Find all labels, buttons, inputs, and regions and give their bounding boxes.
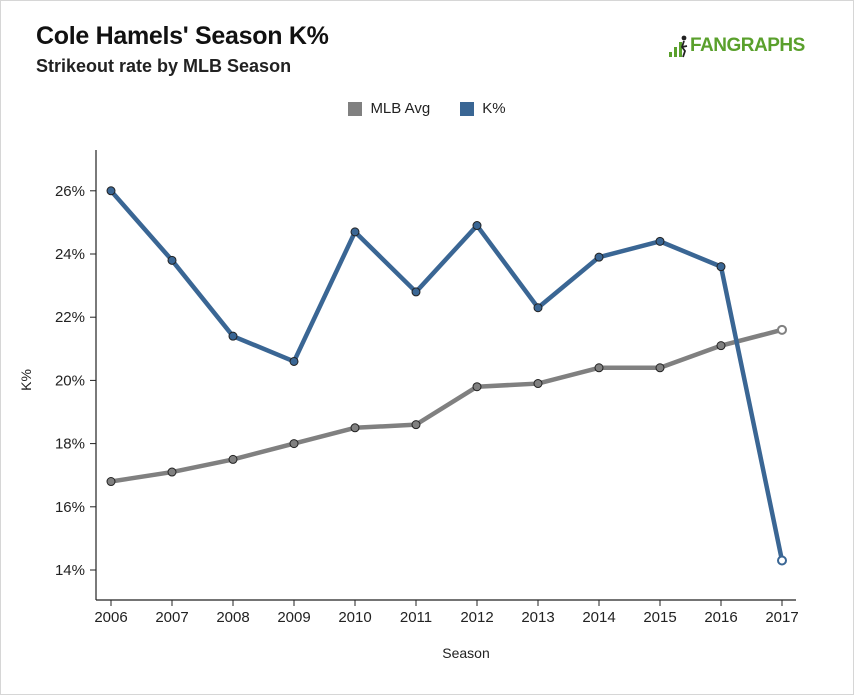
x-tick-label: 2014 (582, 609, 615, 626)
chart-legend: MLB Avg K% (0, 100, 854, 117)
x-tick-label: 2016 (704, 609, 737, 626)
data-point-k[interactable] (411, 287, 421, 297)
data-point-mlb-avg[interactable] (167, 467, 177, 477)
x-tick-label: 2015 (643, 609, 676, 626)
x-tick-label: 2012 (460, 609, 493, 626)
data-point-mlb-avg[interactable] (533, 379, 543, 389)
data-point-k[interactable] (350, 227, 360, 237)
fangraphs-logo-text: FANGRAPHS (690, 35, 805, 56)
data-point-k[interactable] (716, 262, 726, 272)
y-tick-label: 22% (55, 309, 85, 326)
chart-subtitle: Strikeout rate by MLB Season (36, 56, 292, 76)
data-point-k[interactable] (777, 555, 787, 566)
data-point-k[interactable] (594, 252, 604, 262)
data-point-k[interactable] (289, 356, 299, 366)
legend-item-k-pct[interactable]: K% (460, 100, 506, 117)
legend-label-mlb-avg: MLB Avg (370, 100, 431, 117)
y-tick-label: 20% (55, 372, 85, 389)
data-point-k[interactable] (472, 221, 482, 231)
x-tick-label: 2017 (765, 609, 798, 626)
legend-label-k-pct: K% (482, 100, 506, 117)
chart-title: Cole Hamels' Season K% (36, 22, 329, 50)
chart-axes: 14% 16% 18% 20% 22% 24% 26% 2006 2007 2008 2009 201… (55, 150, 799, 626)
y-tick-label: 14% (55, 562, 85, 579)
y-tick-label: 24% (55, 246, 85, 263)
data-point-mlb-avg[interactable] (106, 477, 116, 487)
legend-swatch-k-pct (460, 101, 475, 116)
data-point-mlb-avg[interactable] (289, 439, 299, 449)
x-tick-label: 2013 (521, 609, 554, 626)
data-point-mlb-avg[interactable] (655, 363, 665, 373)
x-tick-label: 2008 (216, 609, 249, 626)
series-line-mlb-avg (108, 327, 785, 484)
x-tick-label: 2006 (94, 609, 127, 626)
legend-item-mlb-avg[interactable]: MLB Avg (348, 100, 430, 117)
legend-swatch-mlb-avg (348, 101, 363, 116)
y-axis-title: K% (18, 369, 34, 391)
data-point-k[interactable] (655, 236, 665, 246)
data-point-mlb-avg[interactable] (228, 454, 238, 464)
chart-series (106, 186, 787, 566)
fangraphs-logo-icon (669, 35, 688, 58)
data-point-mlb-avg[interactable] (716, 341, 726, 351)
series-line-k (108, 188, 785, 563)
x-tick-label: 2011 (400, 609, 432, 626)
data-point-mlb-avg[interactable] (411, 420, 421, 430)
data-point-k[interactable] (533, 303, 543, 313)
data-point-mlb-avg[interactable] (594, 363, 604, 373)
x-axis-title: Season (442, 645, 489, 661)
y-tick-label: 18% (55, 436, 85, 453)
x-tick-label: 2007 (155, 609, 188, 626)
x-tick-label: 2010 (338, 609, 371, 626)
x-tick-label: 2009 (277, 609, 310, 626)
data-point-k[interactable] (167, 255, 177, 265)
data-point-mlb-avg[interactable] (472, 382, 482, 392)
y-tick-label: 26% (55, 183, 85, 200)
data-point-mlb-avg[interactable] (777, 324, 787, 335)
fangraphs-logo: FANGRAPHS (668, 33, 805, 59)
data-point-k[interactable] (228, 331, 238, 341)
y-tick-label: 16% (55, 499, 85, 516)
data-point-mlb-avg[interactable] (350, 423, 360, 433)
data-point-k[interactable] (106, 186, 116, 196)
